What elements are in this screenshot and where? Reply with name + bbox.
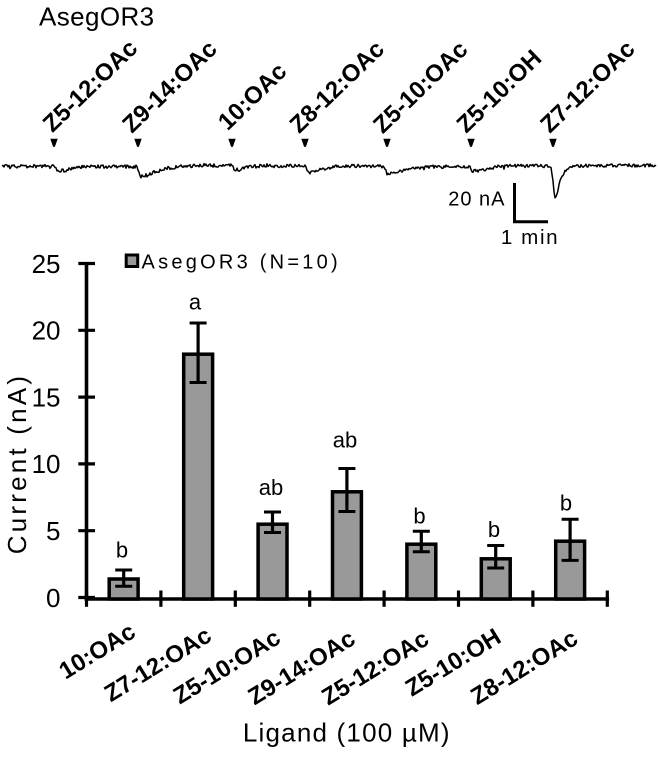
svg-text:15: 15 <box>32 382 61 412</box>
svg-text:b: b <box>488 517 500 542</box>
svg-text:20: 20 <box>32 316 61 346</box>
svg-text:20 nA: 20 nA <box>448 189 505 211</box>
svg-text:0: 0 <box>46 583 60 613</box>
svg-text:AsegOR3: AsegOR3 <box>39 2 155 32</box>
svg-text:b: b <box>116 538 128 563</box>
svg-text:b: b <box>413 504 425 529</box>
svg-text:1 min: 1 min <box>501 226 559 249</box>
svg-text:ab: ab <box>333 428 357 453</box>
svg-text:25: 25 <box>32 249 61 279</box>
svg-text:10: 10 <box>32 449 61 479</box>
svg-text:Ligand (100 µM): Ligand (100 µM) <box>243 717 451 747</box>
svg-text:Current (nA): Current (nA) <box>2 373 32 554</box>
svg-text:ab: ab <box>259 475 283 500</box>
svg-text:a: a <box>189 290 202 315</box>
svg-text:AsegOR3 (N=10): AsegOR3 (N=10) <box>142 251 341 273</box>
svg-text:b: b <box>560 491 572 516</box>
svg-text:5: 5 <box>46 516 60 546</box>
